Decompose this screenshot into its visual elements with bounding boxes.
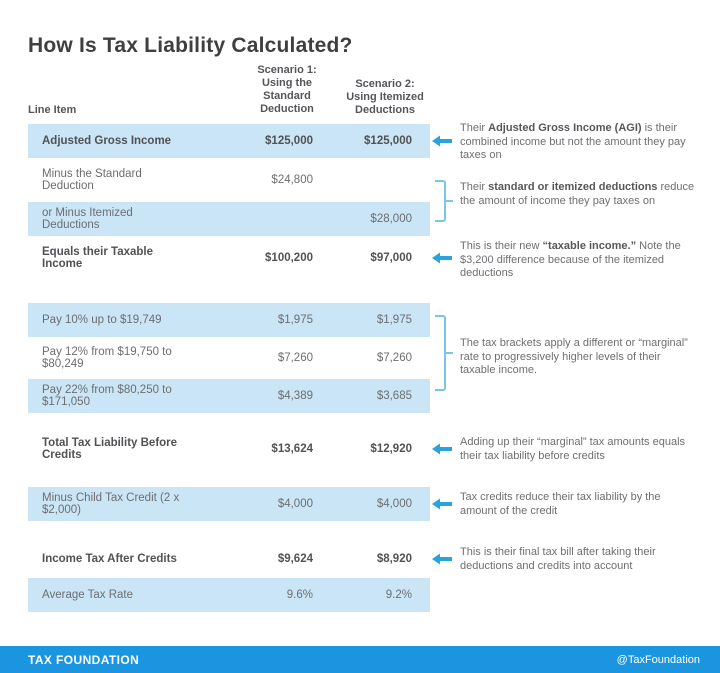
row-label: Minus the Standard Deduction: [42, 168, 142, 192]
annotation-final-tax-bill: This is their final tax bill after takin…: [460, 546, 698, 573]
arrow-left-icon: [432, 498, 452, 510]
row-label: Equals their Taxable Income: [42, 246, 153, 270]
table-row: Adjusted Gross Income $125,000 $125,000: [28, 124, 430, 158]
twitter-handle: @TaxFoundation: [616, 653, 700, 666]
annotation-text: This is their new: [460, 240, 543, 252]
row-value-scenario2: $4,000: [376, 498, 412, 510]
row-value-scenario2: $28,000: [370, 213, 412, 225]
arrow-left-icon: [432, 252, 452, 264]
annotation-text-bold: “taxable income.”: [542, 240, 637, 252]
table-row: Equals their Taxable Income $100,200 $97…: [28, 241, 430, 275]
annotation-text: Note the $3,200 difference because of th…: [460, 240, 681, 279]
row-value-scenario1: $4,000: [277, 498, 313, 510]
bracket-connector: [435, 180, 453, 222]
row-value-scenario2: $1,975: [376, 314, 412, 326]
annotation-text-bold: Adjusted Gross Income (AGI): [488, 122, 642, 134]
table-row: or Minus Itemized Deductions $28,000: [28, 202, 430, 236]
annotation-text: Tax credits reduce their tax liability b…: [460, 491, 661, 517]
brand-name: TAX FOUNDATION: [28, 652, 140, 667]
annotation-text: The tax brackets apply a different or “m…: [460, 337, 688, 376]
row-label: Average Tax Rate: [42, 589, 133, 601]
annotation-text: is their combined income but not the amo…: [460, 122, 686, 161]
annotation-tax-credits: Tax credits reduce their tax liability b…: [460, 491, 698, 518]
row-value-scenario1: $4,389: [277, 390, 313, 402]
annotation-liability-before-credits: Adding up their “marginal” tax amounts e…: [460, 436, 698, 463]
arrow-left-icon: [432, 443, 452, 455]
row-value-scenario1: $125,000: [265, 135, 313, 147]
table-row: Minus the Standard Deduction $24,800: [28, 163, 430, 197]
row-value-scenario2: 9.2%: [385, 589, 412, 601]
annotation-text: Their: [460, 122, 489, 134]
row-value-scenario1: $24,800: [271, 174, 313, 186]
annotation-text: Their: [460, 181, 489, 193]
annotation-deductions: Their standard or itemized deductions re…: [460, 181, 698, 208]
row-value-scenario2: $7,260: [376, 352, 412, 364]
row-value-scenario2: $8,920: [376, 553, 412, 565]
row-value-scenario1: $100,200: [265, 252, 313, 264]
column-header-scenario2: Scenario 2: Using Itemized Deductions: [346, 78, 424, 116]
annotation-agi: Their Adjusted Gross Income (AGI) is the…: [460, 122, 698, 163]
row-value-scenario2: $97,000: [370, 252, 412, 264]
table-row: Pay 22% from $80,250 to $171,050 $4,389 …: [28, 379, 430, 413]
annotation-text-bold: standard or itemized deductions: [488, 181, 658, 193]
row-value-scenario2: $125,000: [364, 135, 412, 147]
annotation-text: reduce the amount of income they pay tax…: [460, 181, 695, 207]
row-value-scenario2: $3,685: [376, 390, 412, 402]
annotation-text: Adding up their “marginal” tax amounts e…: [460, 436, 686, 462]
row-label: Total Tax Liability Before Credits: [42, 437, 178, 461]
row-label: Pay 22% from $80,250 to $171,050: [42, 384, 172, 408]
arrow-left-icon: [432, 553, 452, 565]
table-row: Total Tax Liability Before Credits $13,6…: [28, 432, 430, 466]
arrow-left-icon: [432, 135, 452, 147]
row-value-scenario1: 9.6%: [286, 589, 313, 601]
table-row: Average Tax Rate 9.6% 9.2%: [28, 578, 430, 612]
row-value-scenario1: $9,624: [277, 553, 313, 565]
row-label: Pay 10% up to $19,749: [42, 314, 162, 326]
table-row: Income Tax After Credits $9,624 $8,920: [28, 544, 430, 574]
row-label: Pay 12% from $19,750 to $80,249: [42, 346, 172, 370]
row-value-scenario1: $13,624: [271, 443, 313, 455]
row-value-scenario1: $7,260: [277, 352, 313, 364]
row-label: or Minus Itemized Deductions: [42, 207, 133, 231]
row-value-scenario1: $1,975: [277, 314, 313, 326]
row-label: Minus Child Tax Credit (2 x $2,000): [42, 492, 180, 516]
page-title: How Is Tax Liability Calculated?: [28, 34, 353, 58]
column-header-line-item: Line Item: [28, 104, 77, 116]
column-header-scenario1: Scenario 1: Using the Standard Deduction: [257, 64, 317, 115]
annotation-taxable-income: This is their new “taxable income.” Note…: [460, 240, 698, 281]
row-label: Income Tax After Credits: [42, 553, 177, 565]
footer-bar: TAX FOUNDATION @TaxFoundation: [0, 646, 720, 673]
row-label: Adjusted Gross Income: [42, 135, 172, 147]
annotation-tax-brackets: The tax brackets apply a different or “m…: [460, 337, 698, 378]
row-value-scenario2: $12,920: [370, 443, 412, 455]
bracket-connector: [435, 315, 453, 391]
table-row: Pay 10% up to $19,749 $1,975 $1,975: [28, 303, 430, 337]
annotation-text: This is their final tax bill after takin…: [460, 546, 656, 572]
table-row: Pay 12% from $19,750 to $80,249 $7,260 $…: [28, 341, 430, 375]
table-row: Minus Child Tax Credit (2 x $2,000) $4,0…: [28, 487, 430, 521]
